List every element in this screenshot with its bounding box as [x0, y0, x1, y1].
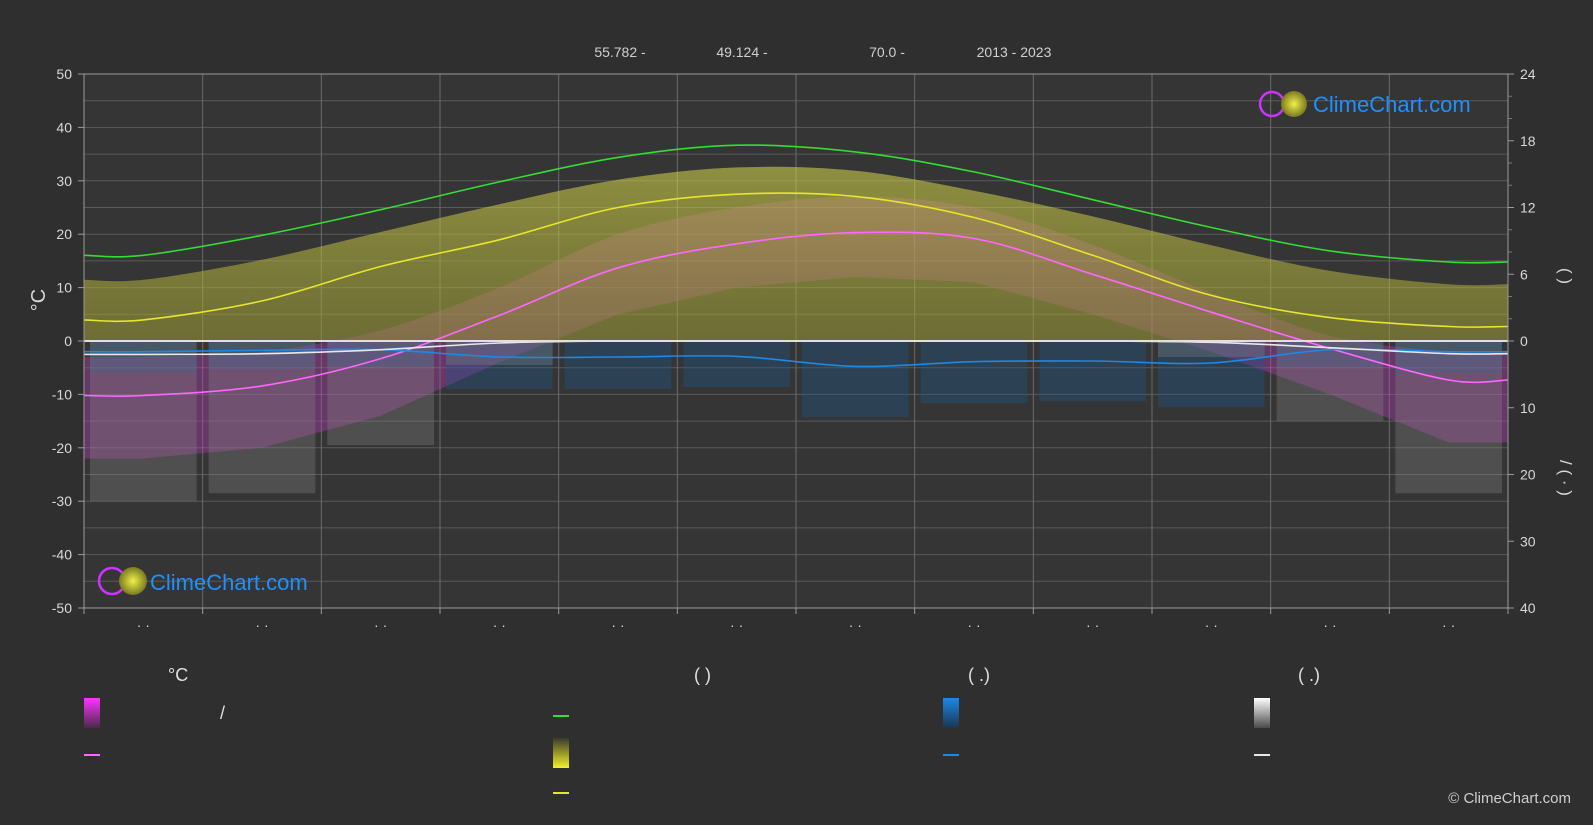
month-label: · ·: [611, 617, 624, 633]
legend-rain-mean-swatch: [943, 754, 959, 756]
rain-bar: [683, 341, 790, 388]
snow-bar: [90, 341, 197, 502]
month-label: · ·: [1323, 617, 1336, 633]
month-label: · ·: [493, 617, 506, 633]
right-top-tick-label: 0: [1520, 333, 1528, 349]
right-top-tick-label: 18: [1520, 133, 1536, 149]
month-label: · ·: [374, 617, 387, 633]
legend-sunshine-range-swatch: [553, 738, 569, 768]
brand-logo-top[interactable]: ClimeChart.com: [1258, 90, 1471, 118]
data-bands: [84, 166, 1508, 459]
rain-bar: [802, 341, 909, 418]
legend-snow-mean-swatch: [1254, 754, 1270, 756]
rain-bar: [327, 341, 434, 368]
brand-logo-bottom[interactable]: ClimeChart.com: [97, 566, 308, 596]
legend-temperature-range-swatch: [84, 698, 100, 728]
legend-temperature-range-label: /: [220, 703, 226, 723]
right-top-tick-label: 12: [1520, 200, 1536, 216]
snow-bar: [1395, 341, 1502, 494]
legend-snow-header: ( .): [1298, 665, 1320, 685]
rain-bar: [446, 341, 553, 390]
rain-bar: [1395, 341, 1502, 374]
snow-bar: [327, 341, 434, 446]
month-label: · ·: [730, 617, 743, 633]
rain-bar: [208, 341, 316, 370]
sunshine-line: [83, 192, 1509, 328]
rain-bar: [920, 341, 1028, 404]
logo-sun-icon: [1281, 91, 1307, 117]
legend-rain-range-swatch: [943, 698, 959, 728]
legend-daylight-swatch: [553, 715, 569, 717]
header-years: 2013 - 2023: [977, 44, 1052, 60]
month-label: · ·: [967, 617, 980, 633]
logo-text-bottom: ClimeChart.com: [150, 570, 308, 595]
month-label: · ·: [849, 617, 862, 633]
header-elevation: 70.0 -: [869, 44, 905, 60]
axes: 50 40 30 20 10 0 -10 -20 -30 -40 -50 24 18 12 6 0 10 20 30…: [52, 66, 1536, 633]
legend-snow-range-swatch: [1254, 698, 1270, 728]
left-tick-label: -40: [52, 547, 72, 563]
legend-temperature-mean-swatch: [84, 754, 100, 756]
snow-bar: [1276, 341, 1384, 422]
copyright-text: © ClimeChart.com: [1448, 790, 1571, 807]
logo-sun-icon: [119, 567, 147, 595]
left-tick-label: 10: [56, 280, 72, 296]
left-tick-label: -30: [52, 493, 72, 509]
header-longitude: 49.124 -: [716, 44, 768, 60]
rain-bar: [564, 341, 672, 390]
right-bottom-tick-label: 20: [1520, 467, 1536, 483]
rain-bar: [1039, 341, 1146, 402]
left-tick-label: -20: [52, 440, 72, 456]
sunshine-range-band: [84, 166, 1508, 341]
snow-bar: [1158, 341, 1265, 358]
legend-temperature-header: °C: [168, 665, 189, 685]
right-axis-top-label: ( ): [1556, 268, 1575, 284]
left-tick-label: 20: [56, 226, 72, 242]
left-tick-label: 30: [56, 173, 72, 189]
left-tick-label: -50: [52, 600, 72, 616]
header-latitude: 55.782 -: [594, 44, 646, 60]
daylight-line: [83, 144, 1509, 264]
left-tick-label: 40: [56, 119, 72, 135]
left-tick-label: 50: [56, 66, 72, 82]
month-label: · ·: [137, 617, 150, 633]
right-bottom-tick-label: 10: [1520, 400, 1536, 416]
right-bottom-tick-label: 30: [1520, 533, 1536, 549]
right-top-tick-label: 24: [1520, 66, 1536, 82]
logo-text-top: ClimeChart.com: [1313, 92, 1471, 117]
right-top-tick-label: 6: [1520, 266, 1528, 282]
mean-temperature-line: [83, 231, 1509, 398]
snow-bar: [208, 341, 316, 494]
left-axis-label: °C: [28, 289, 50, 311]
month-label: · ·: [1442, 617, 1455, 633]
legend-sunshine-header: ( ): [694, 665, 711, 685]
legend-sunshine-mean-swatch: [553, 792, 569, 794]
rain-bar: [1158, 341, 1265, 408]
month-label: · ·: [255, 617, 268, 633]
right-axis-bottom-label: / ( · ): [1556, 460, 1575, 496]
left-tick-label: 0: [64, 333, 72, 349]
precipitation-bars: [90, 341, 1502, 502]
right-bottom-tick-label: 40: [1520, 600, 1536, 616]
month-label: · ·: [1086, 617, 1099, 633]
rain-bar: [90, 341, 197, 374]
left-tick-label: -10: [52, 386, 72, 402]
month-label: · ·: [1205, 617, 1218, 633]
legend-rain-header: ( .): [968, 665, 990, 685]
rain-line: [83, 348, 1509, 368]
